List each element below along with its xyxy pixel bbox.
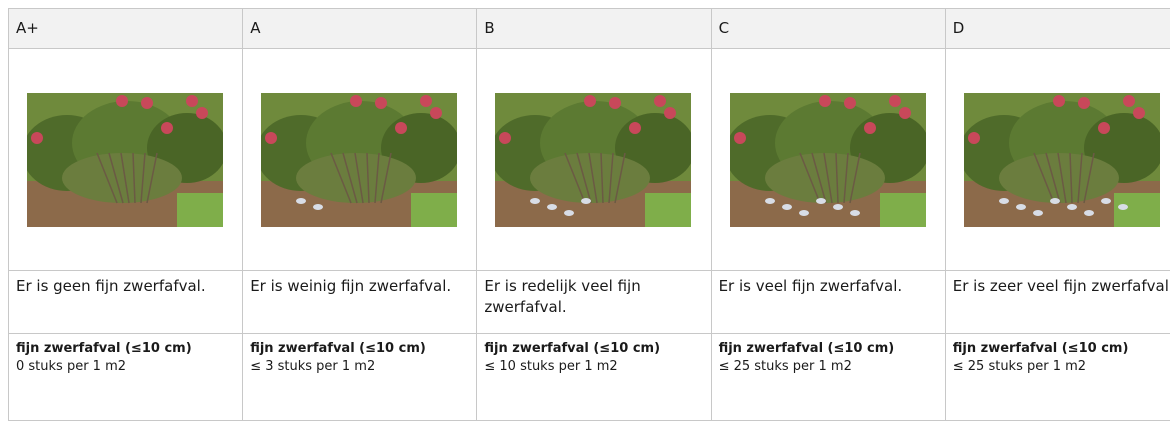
flower [350, 95, 362, 107]
image-cell [477, 49, 711, 271]
litter [765, 198, 775, 204]
count: ≤ 25 stuks per 1 m2 [953, 359, 1086, 374]
image-row [9, 49, 1170, 271]
flower [265, 132, 277, 144]
litter [816, 198, 826, 204]
criteria-cell: fijn zwerfafval (≤10 cm)≤ 25 stuks per 1… [945, 334, 1170, 421]
grass [1114, 193, 1160, 227]
flower [1133, 107, 1145, 119]
flower [1053, 95, 1065, 107]
description: Er is veel fijn zwerfafval. [711, 271, 945, 334]
description: Er is redelijk veel fijn zwerfafval. [477, 271, 711, 334]
flower [141, 97, 153, 109]
flower [420, 95, 432, 107]
litter [530, 198, 540, 204]
criteria-cell: fijn zwerfafval (≤10 cm)0 stuks per 1 m2 [9, 334, 243, 421]
flower [499, 132, 511, 144]
grass [880, 193, 926, 227]
litter [1067, 204, 1077, 210]
photo [495, 93, 691, 227]
litter [296, 198, 306, 204]
flower [889, 95, 901, 107]
criterion: fijn zwerfafval (≤10 cm) [16, 340, 242, 358]
flower [819, 95, 831, 107]
litter [1050, 198, 1060, 204]
description: Er is geen fijn zwerfafval. [9, 271, 243, 334]
litter [850, 210, 860, 216]
grass [645, 193, 691, 227]
flower [664, 107, 676, 119]
criterion: fijn zwerfafval (≤10 cm) [484, 340, 710, 358]
photo [261, 93, 457, 227]
litter [1101, 198, 1111, 204]
litter [782, 204, 792, 210]
litter [1033, 210, 1043, 216]
flower [864, 122, 876, 134]
image-cell [243, 49, 477, 271]
litter [1118, 204, 1128, 210]
litter [547, 204, 557, 210]
flower [629, 122, 641, 134]
criteria-cell: fijn zwerfafval (≤10 cm)≤ 10 stuks per 1… [477, 334, 711, 421]
flower [430, 107, 442, 119]
criteria-row: fijn zwerfafval (≤10 cm)0 stuks per 1 m2… [9, 334, 1170, 421]
grade-header: C [711, 9, 945, 49]
flower [609, 97, 621, 109]
flower [161, 122, 173, 134]
flower [196, 107, 208, 119]
grade-header: B [477, 9, 711, 49]
criterion: fijn zwerfafval (≤10 cm) [719, 340, 945, 358]
image-cell [9, 49, 243, 271]
grass [411, 193, 457, 227]
flower [968, 132, 980, 144]
flower [654, 95, 666, 107]
description-row: Er is geen fijn zwerfafval.Er is weinig … [9, 271, 1170, 334]
litter [581, 198, 591, 204]
criteria-cell: fijn zwerfafval (≤10 cm)≤ 3 stuks per 1 … [243, 334, 477, 421]
flower [186, 95, 198, 107]
count: ≤ 10 stuks per 1 m2 [484, 359, 617, 374]
image-cell [945, 49, 1170, 271]
flower [116, 95, 128, 107]
litter [1016, 204, 1026, 210]
count: ≤ 25 stuks per 1 m2 [719, 359, 852, 374]
litter [313, 204, 323, 210]
description: Er is weinig fijn zwerfafval. [243, 271, 477, 334]
photo [964, 93, 1160, 227]
grade-header: A [243, 9, 477, 49]
photo [27, 93, 223, 227]
litter [833, 204, 843, 210]
flower [1078, 97, 1090, 109]
flower [899, 107, 911, 119]
grass [177, 193, 223, 227]
grade-header: D [945, 9, 1170, 49]
image-cell [711, 49, 945, 271]
flower [734, 132, 746, 144]
criteria-cell: fijn zwerfafval (≤10 cm)≤ 25 stuks per 1… [711, 334, 945, 421]
litter [564, 210, 574, 216]
description: Er is zeer veel fijn zwerfafval. [945, 271, 1170, 334]
grade-header: A+ [9, 9, 243, 49]
flower [844, 97, 856, 109]
flower [395, 122, 407, 134]
flower [375, 97, 387, 109]
page: {"table": { "headers": ["A+", "A", "B", … [0, 0, 1170, 410]
litter [999, 198, 1009, 204]
criterion: fijn zwerfafval (≤10 cm) [953, 340, 1170, 358]
flower [1123, 95, 1135, 107]
litter [1084, 210, 1094, 216]
flower [584, 95, 596, 107]
litter [799, 210, 809, 216]
count: 0 stuks per 1 m2 [16, 359, 126, 374]
photo [730, 93, 926, 227]
flower [1098, 122, 1110, 134]
criterion: fijn zwerfafval (≤10 cm) [250, 340, 476, 358]
count: ≤ 3 stuks per 1 m2 [250, 359, 375, 374]
flower [31, 132, 43, 144]
